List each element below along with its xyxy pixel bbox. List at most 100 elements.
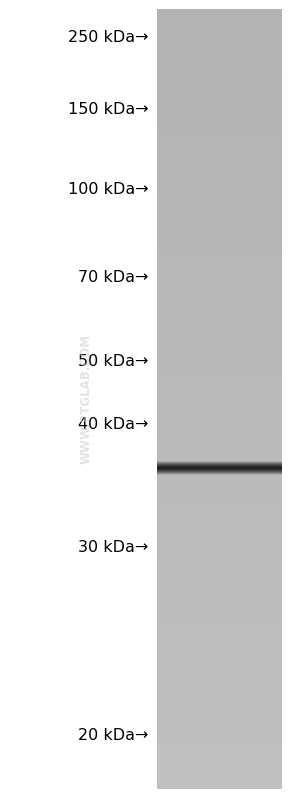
Bar (157, 91, 282, 93)
Bar (157, 372, 282, 374)
Bar (157, 145, 282, 149)
Bar (157, 591, 282, 594)
Bar (157, 698, 282, 702)
Bar (157, 753, 282, 756)
Bar (157, 476, 282, 479)
Bar (157, 264, 282, 267)
Bar (157, 774, 282, 777)
Bar (157, 220, 282, 222)
Bar (157, 771, 282, 773)
Bar (157, 54, 282, 57)
Bar (157, 128, 282, 131)
Bar (157, 615, 282, 618)
Bar (157, 630, 282, 633)
Bar (157, 37, 282, 39)
Bar (157, 26, 282, 30)
Bar (157, 68, 282, 70)
Bar (157, 543, 282, 546)
Bar (157, 498, 282, 501)
Bar (157, 15, 282, 18)
Bar (157, 313, 282, 316)
Bar (157, 87, 282, 89)
Bar (157, 525, 282, 528)
Bar (157, 331, 282, 333)
Bar (157, 547, 282, 550)
Bar (157, 613, 282, 616)
Bar (157, 167, 282, 169)
Bar (157, 586, 282, 588)
Bar (157, 625, 282, 627)
Bar (157, 595, 282, 598)
Bar (157, 340, 282, 343)
Bar (157, 381, 282, 384)
Bar (157, 399, 282, 401)
Bar (157, 434, 282, 436)
Bar (157, 148, 282, 150)
Bar (157, 70, 282, 73)
Bar (157, 163, 282, 166)
Bar (157, 21, 282, 24)
Bar (157, 678, 282, 680)
Bar (157, 712, 282, 715)
Bar (157, 461, 282, 463)
Bar (157, 728, 282, 730)
Bar (157, 564, 282, 567)
Bar (157, 106, 282, 109)
Text: 70 kDa→: 70 kDa→ (78, 271, 148, 285)
Bar (157, 23, 282, 26)
Bar (157, 362, 282, 364)
Bar (157, 519, 282, 523)
Bar (157, 465, 282, 467)
Bar (157, 29, 282, 31)
Text: 30 kDa→: 30 kDa→ (78, 540, 148, 555)
Bar (157, 286, 282, 288)
Bar (157, 81, 282, 84)
Bar (157, 438, 282, 440)
Bar (157, 518, 282, 520)
Bar (157, 740, 282, 742)
Bar (157, 681, 282, 684)
Bar (157, 572, 282, 574)
Bar (157, 216, 282, 218)
Bar (157, 342, 282, 345)
Bar (157, 241, 282, 244)
Bar (157, 204, 282, 207)
Bar (157, 663, 282, 666)
Bar (157, 44, 282, 47)
Bar (157, 603, 282, 606)
Bar (157, 420, 282, 423)
Bar (157, 141, 282, 145)
Text: WWW.PTGLAB.COM: WWW.PTGLAB.COM (80, 335, 93, 464)
Bar (157, 685, 282, 688)
Bar (157, 609, 282, 612)
Bar (157, 747, 282, 750)
Bar (157, 587, 282, 590)
Bar (157, 256, 282, 260)
Bar (157, 502, 282, 505)
Bar (157, 709, 282, 711)
Bar (157, 422, 282, 425)
Bar (157, 397, 282, 400)
Bar (157, 328, 282, 332)
Bar (157, 767, 282, 769)
Bar (157, 576, 282, 578)
Bar (157, 479, 282, 481)
Bar (157, 656, 282, 658)
Bar (157, 732, 282, 734)
Bar (157, 404, 282, 407)
Bar (157, 618, 282, 622)
Bar (157, 621, 282, 623)
Bar (157, 185, 282, 187)
Bar (157, 34, 282, 38)
Bar (157, 62, 282, 65)
Bar (157, 435, 282, 439)
Text: 40 kDa→: 40 kDa→ (78, 416, 148, 431)
Bar (157, 224, 282, 226)
Bar (157, 584, 282, 586)
Bar (157, 344, 282, 347)
Bar (157, 451, 282, 454)
Bar (157, 395, 282, 398)
Bar (157, 701, 282, 703)
Bar (157, 555, 282, 557)
Bar (157, 674, 282, 676)
